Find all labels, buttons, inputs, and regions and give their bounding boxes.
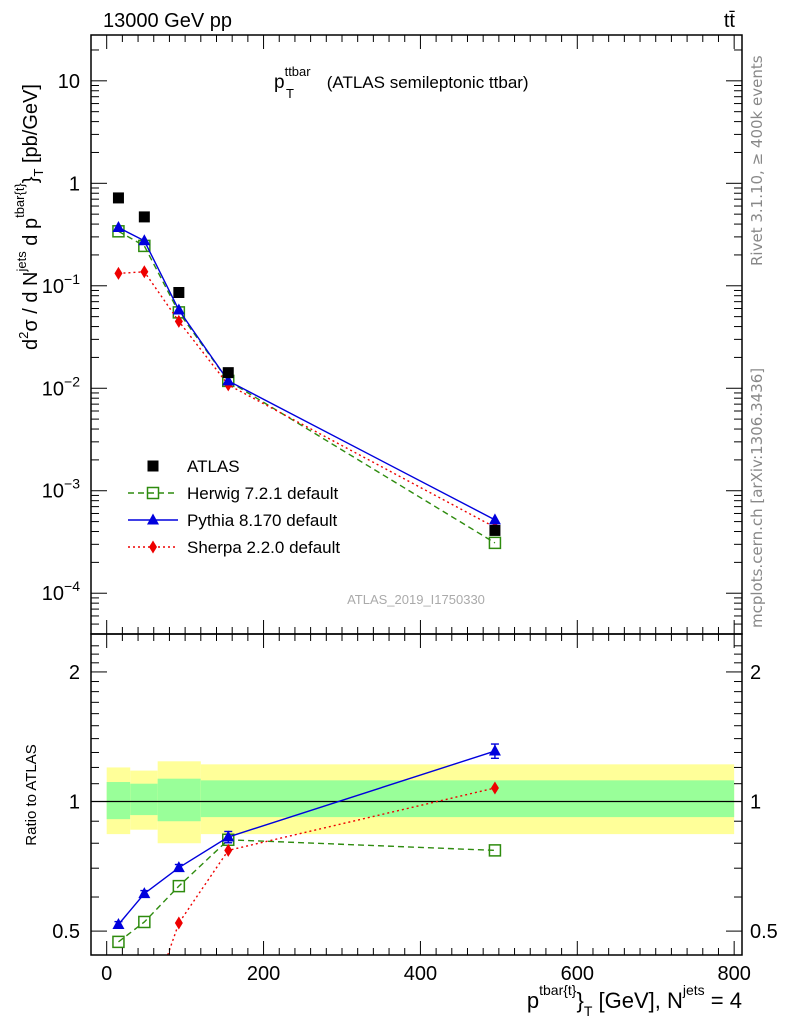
ylabel-dp: d p — [20, 218, 42, 251]
herwig-legend-label: Herwig 7.2.1 default — [187, 484, 338, 503]
sherpa-main-point — [174, 314, 183, 328]
herwig-legend-marker — [146, 486, 160, 500]
sherpa-legend-label: Sherpa 2.2.0 default — [187, 538, 340, 557]
pythia-main-point — [488, 513, 501, 525]
x-tick-label: 400 — [404, 963, 437, 985]
ylabel-d2: d — [20, 339, 42, 350]
sherpa-ratio-point — [174, 916, 183, 930]
atlas-main-point — [112, 192, 124, 204]
main-title-sub: T — [286, 86, 294, 101]
main-title: pttbar T (ATLAS semileptonic ttbar) — [274, 64, 529, 101]
pythia-legend-label: Pythia 8.170 default — [187, 511, 338, 530]
ratio-frame — [90, 633, 743, 956]
main-title-rest: (ATLAS semileptonic ttbar) — [322, 73, 529, 92]
ratio-y-tick-label-right: 1 — [750, 792, 761, 814]
y-axis-label-bottom: Ratio to ATLAS — [23, 744, 40, 845]
herwig-ratio-line — [118, 839, 495, 943]
xlabel-tbar: tbar{t} — [539, 982, 577, 998]
pythia-ratio-point — [488, 744, 501, 756]
pythia-main-point — [222, 374, 235, 386]
pythia-ratio-point — [172, 861, 185, 873]
ylabel-sup2: 2 — [16, 332, 31, 339]
main-title-base: p — [274, 72, 285, 93]
y-tick-label: 10−1 — [42, 271, 80, 298]
band-inner — [157, 778, 201, 822]
ylabel-jets: jets — [14, 251, 29, 273]
watermark: ATLAS_2019_I1750330 — [347, 592, 485, 607]
xlabel-jets: jets — [682, 982, 705, 998]
ratio-y-tick-label-right: 2 — [750, 662, 761, 684]
plot-axes: 0 200 400 600 800 10−4 10−3 10−2 10−1 1 10 0.5 0.5 1 1… — [42, 34, 778, 985]
main-plot-series — [112, 192, 502, 550]
y-tick-label: 10−3 — [42, 476, 80, 503]
pythia-main-line — [118, 226, 496, 521]
header-left: 13000 GeV pp — [103, 10, 232, 32]
herwig-ratio-point — [112, 935, 125, 949]
y-tick-label: 10 — [58, 71, 80, 93]
y-axis-label-top: d2σ / d Njets d ptbar{t}}T [pb/GeV] — [12, 84, 46, 350]
ylabel-brace: } — [20, 176, 42, 183]
atlas-main-point — [222, 367, 234, 379]
pythia-ratio-point — [138, 887, 151, 899]
ratio-uncertainty-bands — [106, 761, 735, 844]
ylabel-t: T — [31, 169, 46, 177]
atlas-main-point — [138, 211, 150, 223]
ylabel-sigma: σ / d N — [20, 272, 42, 332]
main-title-sup: ttbar — [285, 64, 312, 79]
y-tick-label: 10−4 — [42, 578, 80, 605]
atlas-main-point — [173, 286, 185, 298]
band-inner — [130, 783, 158, 816]
pythia-main-point — [138, 234, 151, 246]
pythia-main-point — [172, 303, 185, 315]
herwig-ratio-point — [172, 879, 186, 893]
y-tick-label: 10−2 — [42, 373, 80, 400]
atlas-main-point — [489, 524, 501, 536]
xlabel-p: p — [527, 988, 539, 1013]
sherpa-main-point — [140, 265, 149, 279]
sherpa-ratio-line — [167, 787, 496, 956]
ylabel-tbar: tbar{t} — [12, 183, 27, 218]
legend: ATLAS Herwig 7.2.1 default Pythia 8.170 de… — [128, 457, 340, 557]
atlas-legend-label: ATLAS — [187, 457, 240, 476]
sherpa-ratio-point — [490, 781, 499, 795]
ratio-plot-series — [112, 743, 502, 956]
band-inner — [106, 782, 131, 820]
atlas-legend-marker — [147, 460, 159, 472]
x-axis-label: ptbar{t}}T [GeV], Njets = 4 — [527, 982, 742, 1019]
ylabel-unit: [pb/GeV] — [20, 84, 42, 169]
mcplots-label: mcplots.cern.ch [arXiv:1306.3436] — [748, 368, 766, 628]
herwig-ratio-point — [138, 915, 151, 929]
xlabel-eq: = 4 — [705, 988, 742, 1013]
x-tick-label: 0 — [101, 963, 112, 985]
pythia-ratio-point — [112, 917, 125, 929]
ratio-y-tick-label-left: 2 — [69, 662, 80, 684]
pythia-ratio-point — [222, 830, 235, 842]
header-right: tt̄ — [724, 10, 736, 32]
herwig-main-point — [488, 536, 502, 550]
pythia-main-point — [112, 221, 125, 233]
sherpa-ratio-point — [224, 843, 233, 857]
x-tick-label: 800 — [717, 963, 750, 985]
band-inner — [200, 780, 735, 818]
xlabel-t: T — [584, 1003, 593, 1019]
sherpa-legend-marker — [149, 540, 157, 554]
xlabel-gev: [GeV], N — [592, 988, 682, 1013]
ratio-y-tick-label-left: 0.5 — [52, 921, 80, 943]
pythia-legend-marker — [147, 513, 159, 525]
ratio-y-tick-label-left: 1 — [69, 792, 80, 814]
xlabel-brace: } — [576, 988, 583, 1013]
rivet-label: Rivet 3.1.10, ≥ 400k events — [748, 55, 766, 266]
sherpa-main-point — [114, 266, 123, 280]
y-tick-label: 1 — [69, 173, 80, 195]
herwig-ratio-point — [488, 844, 502, 857]
x-tick-label: 600 — [561, 963, 594, 985]
x-tick-label: 200 — [247, 963, 280, 985]
ratio-y-tick-label-right: 0.5 — [750, 921, 778, 943]
